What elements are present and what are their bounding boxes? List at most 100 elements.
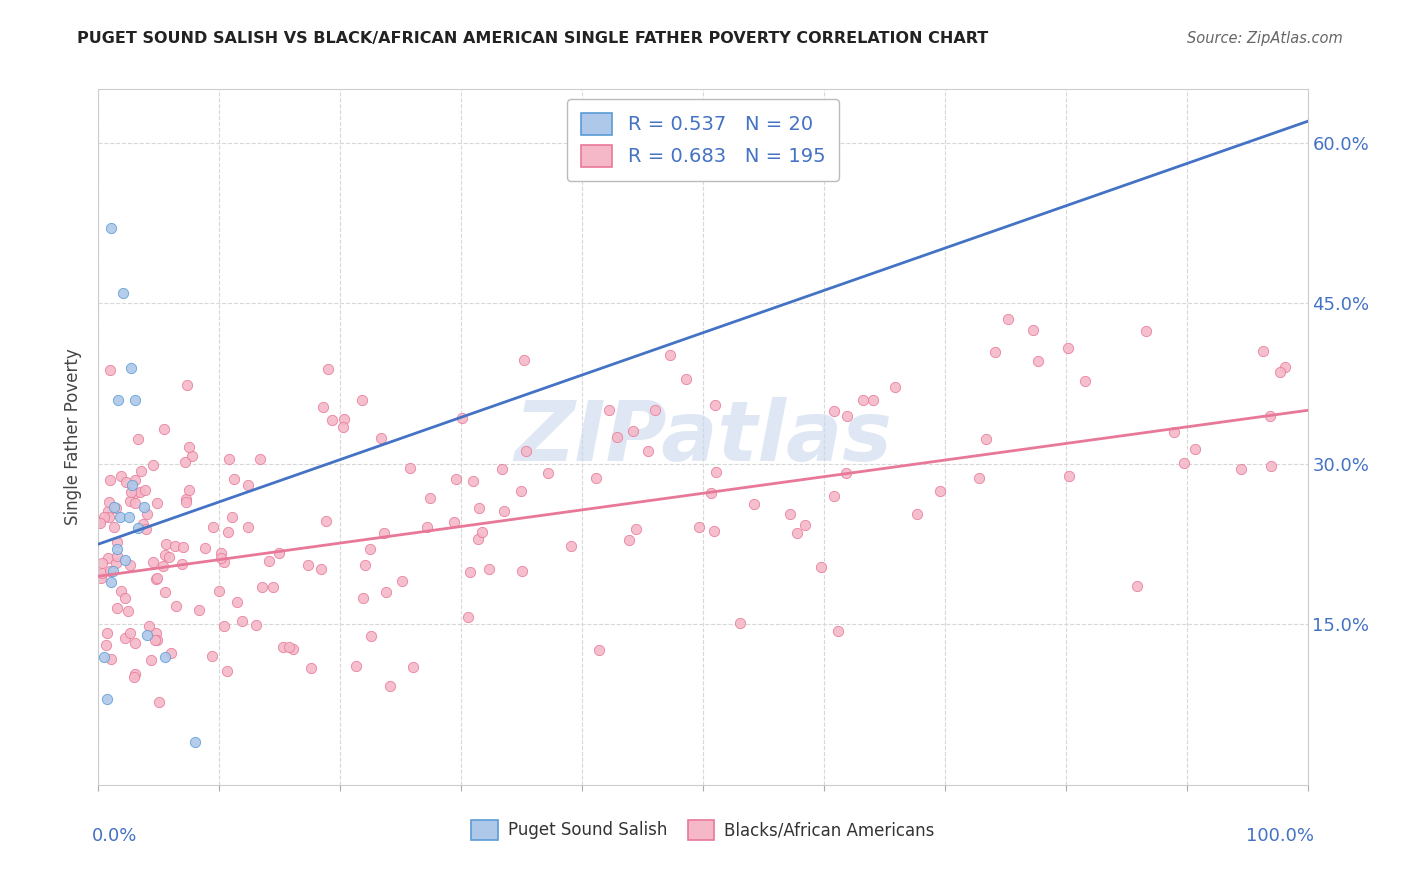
Point xyxy=(675,372,697,386)
Point xyxy=(103,500,125,514)
Point xyxy=(174,455,197,469)
Point xyxy=(231,614,253,628)
Point xyxy=(606,430,628,444)
Point xyxy=(353,558,375,572)
Point xyxy=(127,432,149,446)
Point xyxy=(1274,360,1296,375)
Point xyxy=(94,638,117,652)
Point xyxy=(222,472,245,486)
Point xyxy=(146,496,169,510)
Point xyxy=(115,475,138,489)
Point xyxy=(97,494,120,508)
Point xyxy=(138,618,160,632)
Point xyxy=(793,518,815,533)
Point xyxy=(779,507,801,521)
Point xyxy=(165,540,187,554)
Point xyxy=(537,466,560,480)
Point xyxy=(1260,459,1282,474)
Point xyxy=(1056,341,1078,355)
Point xyxy=(146,570,169,584)
Point xyxy=(101,564,124,578)
Point xyxy=(967,471,990,485)
Point xyxy=(201,520,224,534)
Point xyxy=(623,425,645,439)
Point xyxy=(212,619,235,633)
Point xyxy=(153,649,176,664)
Point xyxy=(111,285,134,300)
Point xyxy=(617,533,640,547)
Point xyxy=(179,440,201,454)
Point xyxy=(201,648,224,663)
Point xyxy=(135,523,157,537)
Point xyxy=(352,591,374,605)
Point xyxy=(823,489,845,503)
Point xyxy=(312,401,335,415)
Text: ZIPatlas: ZIPatlas xyxy=(515,397,891,477)
Point xyxy=(100,652,122,666)
Point xyxy=(419,491,441,505)
Point xyxy=(148,695,170,709)
Point xyxy=(378,679,401,693)
Point xyxy=(114,553,136,567)
Text: 0.0%: 0.0% xyxy=(93,827,138,845)
Point xyxy=(218,451,240,466)
Point xyxy=(153,585,176,599)
Point xyxy=(114,631,136,645)
Point xyxy=(510,564,533,578)
Point xyxy=(1251,344,1274,359)
Point xyxy=(90,556,112,570)
Point xyxy=(245,617,267,632)
Point xyxy=(443,515,465,529)
Point xyxy=(135,628,157,642)
Point xyxy=(93,510,115,524)
Point xyxy=(703,524,725,538)
Point xyxy=(124,496,146,510)
Point xyxy=(91,566,114,580)
Point xyxy=(786,525,808,540)
Point xyxy=(588,642,610,657)
Point xyxy=(105,535,128,549)
Point xyxy=(249,452,271,467)
Point xyxy=(107,392,129,407)
Point xyxy=(560,539,582,553)
Point xyxy=(491,462,513,476)
Point xyxy=(97,551,120,566)
Point xyxy=(1173,456,1195,470)
Point xyxy=(478,562,501,576)
Point xyxy=(1135,324,1157,338)
Point xyxy=(391,574,413,588)
Point xyxy=(176,491,198,506)
Point xyxy=(974,432,997,446)
Point xyxy=(510,484,533,499)
Point xyxy=(471,524,494,539)
Point xyxy=(862,393,884,408)
Point xyxy=(129,464,152,478)
Point xyxy=(141,458,163,473)
Point xyxy=(321,413,343,427)
Point xyxy=(105,500,128,515)
Point xyxy=(585,470,607,484)
Point xyxy=(184,735,207,749)
Point xyxy=(278,640,301,654)
Point xyxy=(688,520,710,534)
Text: 100.0%: 100.0% xyxy=(1246,827,1313,845)
Point xyxy=(215,664,238,678)
Point xyxy=(468,501,491,516)
Point xyxy=(93,649,115,664)
Point xyxy=(658,347,681,361)
Point xyxy=(252,580,274,594)
Point xyxy=(884,380,907,394)
Point xyxy=(105,549,128,564)
Point xyxy=(128,485,150,500)
Point xyxy=(929,484,952,499)
Point xyxy=(297,558,319,573)
Point xyxy=(96,692,118,706)
Point xyxy=(827,624,849,639)
Point xyxy=(100,221,122,235)
Point xyxy=(637,443,659,458)
Point xyxy=(1270,365,1292,379)
Point xyxy=(209,551,232,566)
Point xyxy=(117,603,139,617)
Point xyxy=(110,468,132,483)
Point xyxy=(852,393,875,408)
